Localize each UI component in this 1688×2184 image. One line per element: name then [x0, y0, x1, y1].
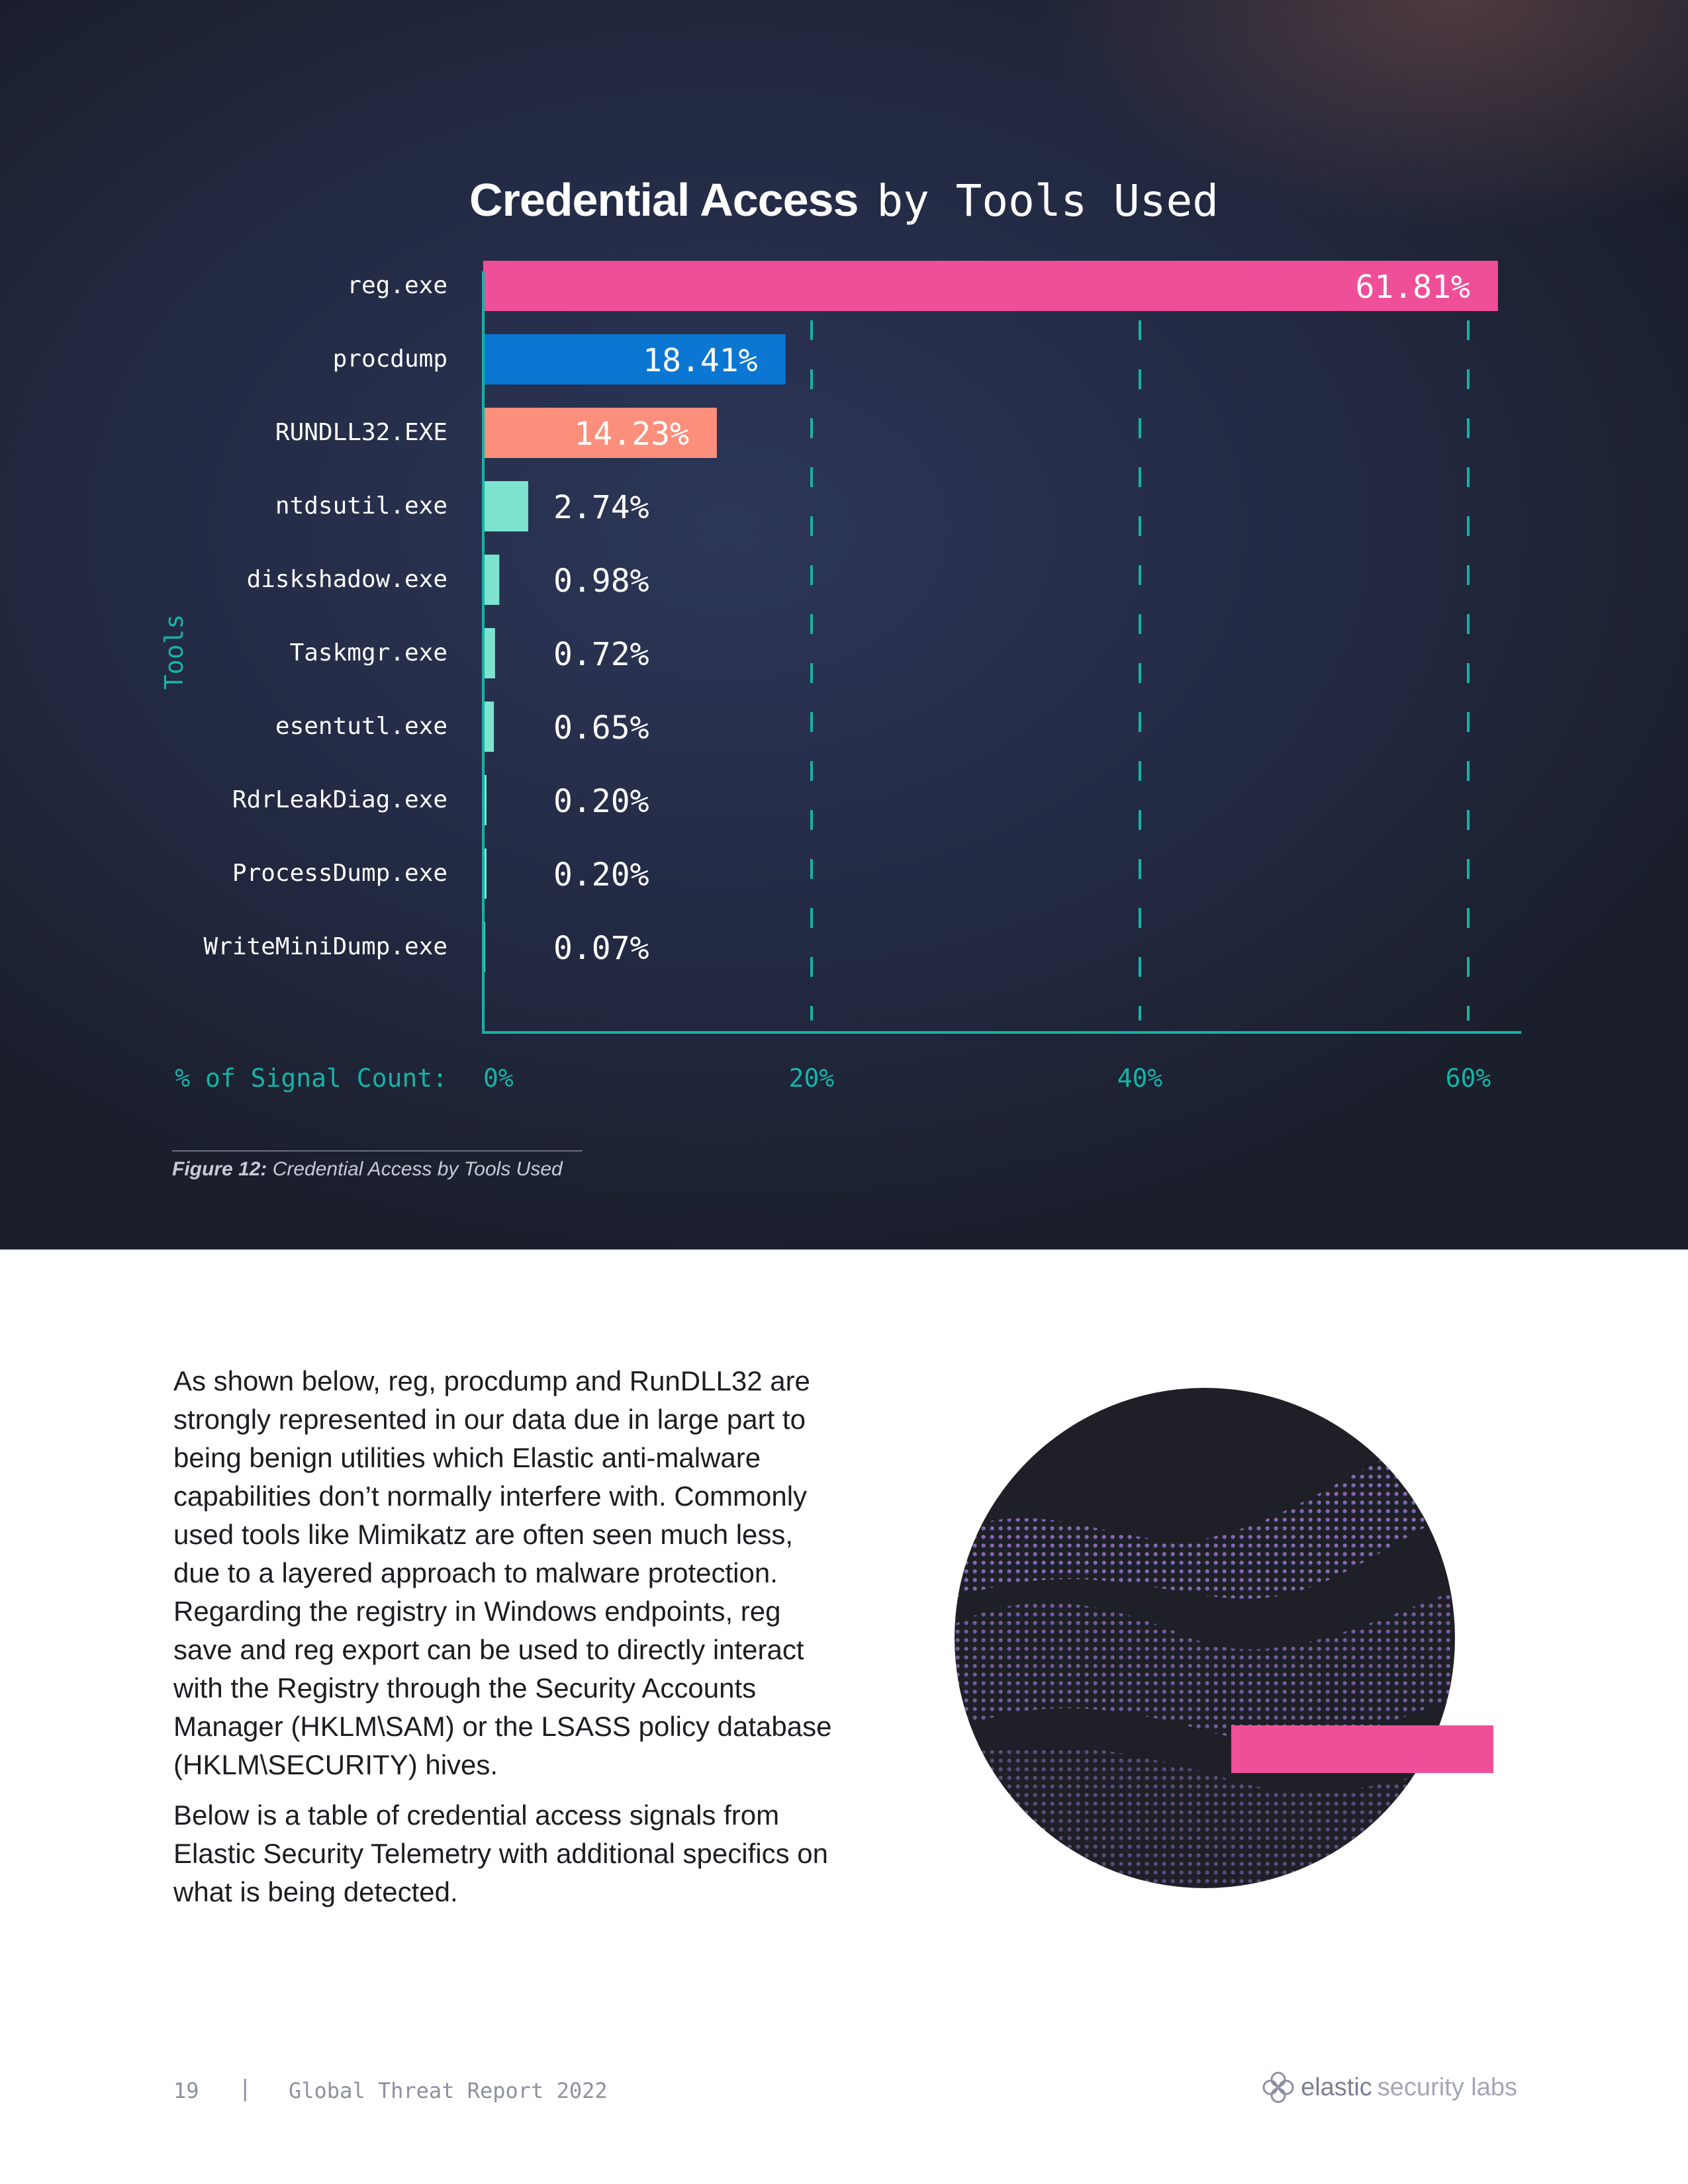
x-axis-label: % of Signal Count:	[175, 1064, 447, 1093]
category-label: WriteMiniDump.exe	[204, 933, 447, 960]
bar	[483, 334, 786, 385]
data-label: 0.65%	[553, 709, 649, 747]
logo-text-security-labs: security labs	[1377, 2073, 1517, 2101]
bar	[483, 408, 717, 458]
bar	[483, 702, 494, 752]
category-label: reg.exe	[347, 272, 447, 299]
category-label: diskshadow.exe	[247, 566, 447, 593]
category-label: Taskmgr.exe	[290, 639, 447, 666]
footer-separator: |	[238, 2075, 252, 2102]
axes	[482, 271, 1522, 1034]
bar	[483, 848, 487, 899]
report-title: Global Threat Report 2022	[289, 2078, 608, 2103]
data-label: 0.98%	[553, 563, 649, 600]
body-paragraph-2: Below is a table of credential access si…	[173, 1799, 828, 1907]
x-tick-label: 20%	[789, 1064, 835, 1093]
pink-bar-accent	[1231, 1725, 1493, 1773]
y-axis-label: Tools	[160, 614, 189, 690]
x-tick-label: 0%	[483, 1064, 514, 1093]
labels: reg.exe 61.81% procdump 18.41% RUNDLL32.EXE 1…	[160, 269, 1491, 1093]
data-label: 0.72%	[553, 636, 649, 673]
bar	[483, 555, 500, 605]
category-label: ntdsutil.exe	[275, 492, 447, 520]
category-label: ProcessDump.exe	[232, 860, 447, 887]
category-label: RdrLeakDiag.exe	[232, 786, 447, 813]
bar	[483, 775, 487, 825]
body-paragraph-1: As shown below, reg, procdump and RunDLL…	[173, 1365, 832, 1780]
body-text: As shown below, reg, procdump and RunDLL…	[173, 1362, 835, 1923]
category-label: RUNDLL32.EXE	[275, 419, 447, 446]
bar	[483, 481, 528, 531]
caption-label: Figure 12:	[172, 1158, 267, 1180]
gridlines	[810, 271, 1470, 1021]
decorative-dot-wave-image	[955, 1388, 1493, 1888]
data-label: 2.74%	[553, 489, 649, 526]
category-label: esentutl.exe	[275, 713, 447, 740]
x-tick-label: 60%	[1446, 1064, 1491, 1093]
page-number: 19	[173, 2078, 199, 2103]
data-label: 0.20%	[553, 856, 649, 893]
bar-chart: reg.exe 61.81% procdump 18.41% RUNDLL32.EXE 1…	[160, 261, 1522, 1093]
data-label: 18.41%	[643, 342, 757, 379]
elastic-logo-icon	[1262, 2071, 1294, 2103]
bar	[483, 628, 495, 678]
caption-text: Credential Access by Tools Used	[272, 1158, 563, 1180]
bar	[483, 261, 1498, 311]
data-label: 0.07%	[553, 930, 649, 967]
data-label: 0.20%	[553, 783, 649, 820]
chart-title-strong: Credential Access	[469, 174, 859, 226]
data-label: 14.23%	[575, 416, 689, 453]
chart-title-rest: by Tools Used	[876, 175, 1219, 226]
chart-panel: Credential Access by Tools Used reg.exe 61…	[0, 0, 1688, 1250]
figure-caption: Figure 12: Credential Access by Tools Us…	[172, 1150, 583, 1181]
category-label: procdump	[333, 345, 447, 373]
data-label: 61.81%	[1355, 269, 1470, 306]
bars	[483, 261, 1498, 972]
logo-text-elastic: elastic	[1301, 2073, 1372, 2101]
chart-title: Credential Access by Tools Used	[0, 173, 1688, 228]
footer: 19 | Global Threat Report 2022 elastic s…	[173, 2071, 1517, 2118]
elastic-security-labs-logo: elastic security labs	[1261, 2070, 1517, 2105]
x-tick-label: 40%	[1117, 1064, 1163, 1093]
